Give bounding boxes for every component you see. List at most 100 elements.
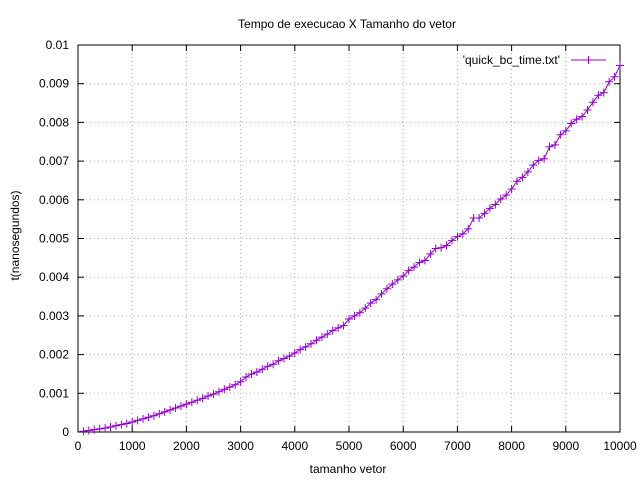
data-point-marker: [507, 184, 516, 193]
data-point-marker: [111, 421, 120, 430]
data-point-marker: [133, 416, 142, 425]
data-point-marker: [236, 377, 245, 386]
data-point-marker: [247, 369, 256, 378]
data-point-marker: [420, 256, 429, 265]
data-point-marker: [220, 385, 229, 394]
y-tick-label: 0.001: [39, 386, 69, 400]
data-point-marker: [556, 130, 565, 139]
data-point-marker: [269, 360, 278, 369]
x-tick-label: 6000: [390, 439, 417, 453]
data-point-marker: [263, 362, 272, 371]
data-point-marker: [431, 244, 440, 253]
data-point-marker: [345, 314, 353, 323]
data-point-marker: [128, 417, 137, 426]
data-point-marker: [355, 308, 364, 317]
data-point-marker: [588, 98, 597, 107]
data-point-marker: [171, 404, 180, 413]
data-point-marker: [149, 411, 158, 420]
data-point-marker: [155, 409, 164, 418]
data-point-marker: [567, 119, 576, 128]
data-point-marker: [307, 339, 316, 348]
data-point-marker: [361, 304, 370, 313]
data-point-marker: [122, 419, 131, 428]
data-point-marker: [545, 142, 554, 151]
data-point-marker: [323, 330, 332, 339]
data-point-marker: [301, 342, 310, 351]
data-point-marker: [388, 280, 397, 289]
data-point-marker: [290, 349, 299, 358]
data-point-marker: [198, 394, 207, 403]
data-point-marker: [464, 224, 473, 233]
y-tick-label: 0.008: [39, 115, 69, 129]
data-point-marker: [599, 88, 608, 97]
data-point-marker: [274, 356, 283, 365]
x-tick-label: 1000: [119, 439, 146, 453]
data-point-marker: [410, 263, 419, 272]
data-point-marker: [442, 241, 451, 250]
data-point-marker: [350, 311, 359, 320]
x-tick-label: 10000: [603, 439, 637, 453]
data-point-marker: [328, 326, 337, 335]
data-point-marker: [540, 154, 549, 163]
data-point-marker: [529, 160, 538, 169]
y-tick-label: 0.005: [39, 232, 69, 246]
data-point-marker: [426, 249, 435, 258]
data-point-marker: [404, 266, 413, 275]
x-tick-label: 3000: [227, 439, 254, 453]
data-point-marker: [279, 354, 288, 363]
axis-ticks: 0 1000 2000 3000 4000 5000 6000 7000 8000 9000 100…: [39, 38, 637, 453]
data-point-marker: [225, 383, 234, 392]
data-point-marker: [415, 258, 424, 267]
legend: 'quick_bc_time.txt': [463, 53, 606, 67]
data-point-marker: [594, 91, 603, 100]
y-tick-label: 0.003: [39, 309, 69, 323]
data-point-marker: [312, 336, 321, 345]
data-point-marker: [458, 229, 467, 238]
data-point-marker: [491, 200, 500, 209]
data-point-marker: [79, 427, 88, 436]
data-point-marker: [610, 72, 619, 81]
y-tick-label: 0.01: [46, 38, 70, 52]
x-axis-label: tamanho vetor: [310, 462, 387, 476]
data-point-marker: [616, 61, 624, 70]
data-point-marker: [377, 289, 386, 298]
y-axis-label: t(nanosegundos): [8, 190, 22, 280]
x-tick-label: 8000: [498, 439, 525, 453]
data-point-marker: [252, 368, 261, 377]
data-point-marker: [95, 424, 104, 433]
legend-label: 'quick_bc_time.txt': [463, 53, 560, 67]
data-point-marker: [258, 365, 267, 374]
data-point-marker: [231, 380, 240, 389]
data-point-marker: [366, 299, 375, 308]
data-point-marker: [561, 126, 570, 135]
data-point-marker: [187, 398, 196, 407]
x-tick-label: 2000: [173, 439, 200, 453]
series-layer: [79, 61, 624, 436]
x-tick-label: 4000: [281, 439, 308, 453]
data-point-marker: [193, 396, 202, 405]
data-point-marker: [485, 204, 494, 213]
y-tick-label: 0.009: [39, 77, 69, 91]
data-point-marker: [296, 345, 305, 354]
data-point-marker: [176, 402, 185, 411]
x-tick-label: 7000: [444, 439, 471, 453]
chart-title: Tempo de execucao X Tamanho do vetor: [238, 17, 456, 31]
x-tick-label: 5000: [336, 439, 363, 453]
data-point-marker: [317, 333, 326, 342]
y-tick-label: 0.002: [39, 348, 69, 362]
y-tick-label: 0.007: [39, 154, 69, 168]
grid: [78, 45, 620, 432]
data-point-marker: [160, 407, 169, 416]
data-point-marker: [382, 284, 391, 293]
data-point-marker: [496, 195, 505, 204]
data-point-marker: [523, 167, 532, 176]
data-point-marker: [572, 115, 581, 124]
data-point-marker: [393, 275, 402, 284]
data-point-marker: [84, 426, 93, 435]
data-point-marker: [437, 243, 446, 252]
data-point-marker: [209, 390, 218, 399]
data-point-marker: [204, 392, 213, 401]
x-tick-label: 9000: [552, 439, 579, 453]
y-tick-label: 0.004: [39, 270, 69, 284]
data-point-marker: [214, 387, 223, 396]
